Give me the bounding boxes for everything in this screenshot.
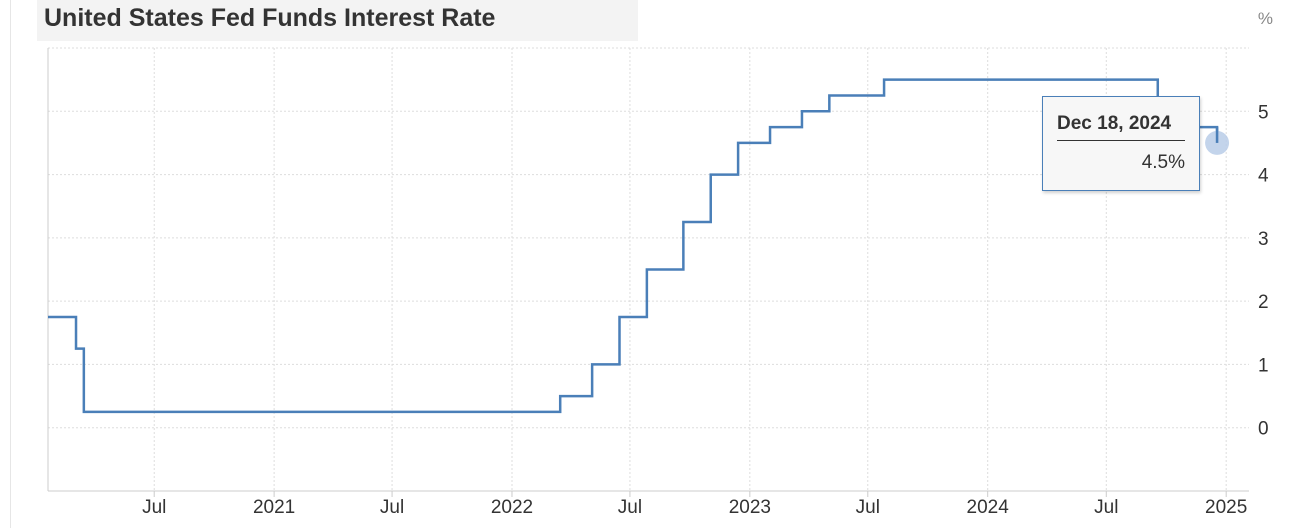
x-tick-label: 2021 — [253, 497, 295, 518]
chart-frame — [10, 0, 1295, 528]
axis-layer — [47, 48, 1249, 497]
x-tick-label: Jul — [1094, 497, 1118, 518]
y-tick-label: 2 — [1258, 292, 1269, 313]
chart-title: United States Fed Funds Interest Rate — [44, 4, 496, 32]
y-tick-label: 3 — [1258, 229, 1269, 250]
x-tick-label: 2024 — [967, 497, 1010, 518]
tooltip-divider — [1057, 140, 1185, 141]
tooltip-date: Dec 18, 2024 — [1057, 113, 1172, 134]
x-tick-label: Jul — [618, 497, 642, 518]
y-tick-label: 1 — [1258, 355, 1269, 376]
series-layer — [48, 78, 1230, 414]
labels-layer: 0 1 2 3 4 5 Jul 2021 Jul 2022 Jul 2023 Jul 2024 Jul 202… — [142, 102, 1269, 518]
tooltip-value: 4.5% — [1141, 152, 1185, 173]
title-background — [37, 0, 638, 41]
x-tick-label: Jul — [856, 497, 880, 518]
data-tooltip: Dec 18, 2024 4.5% — [1042, 96, 1200, 191]
x-tick-label: 2023 — [729, 497, 771, 518]
x-tick-label: 2025 — [1205, 497, 1247, 518]
y-tick-label: 5 — [1258, 102, 1269, 123]
x-tick-label: Jul — [380, 497, 404, 518]
y-tick-label: 4 — [1258, 166, 1269, 187]
unit-label: % — [1257, 9, 1273, 28]
y-tick-label: 0 — [1258, 419, 1269, 440]
x-tick-label: Jul — [142, 497, 166, 518]
rate-series-line — [48, 78, 1219, 414]
x-tick-label: 2022 — [491, 497, 533, 518]
